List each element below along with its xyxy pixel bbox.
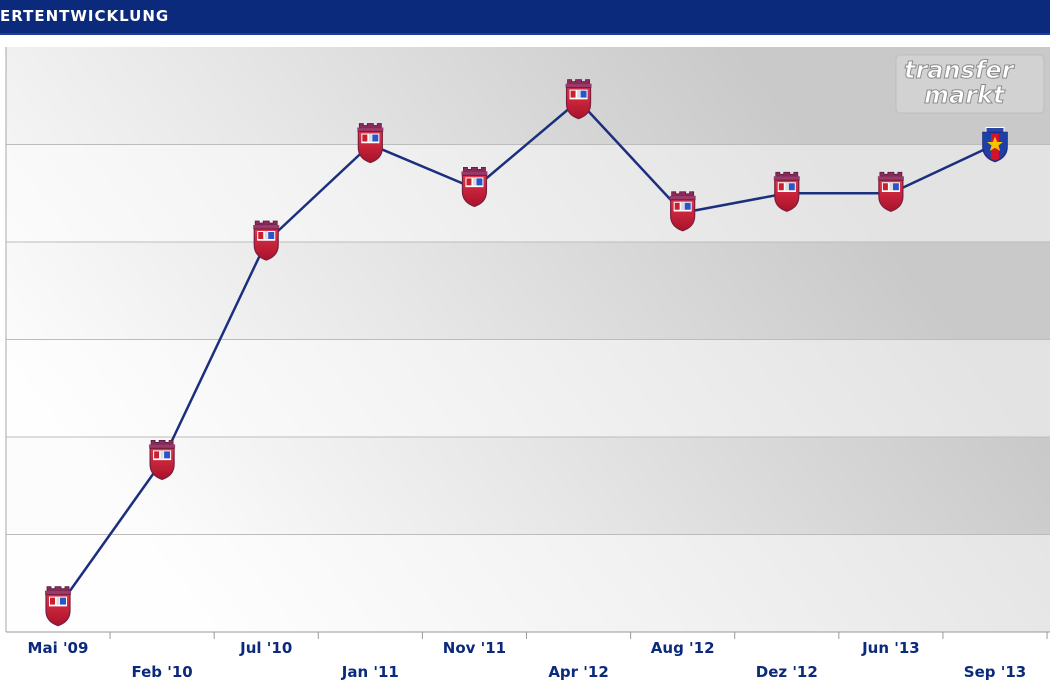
x-tick-label: Dez '12 (756, 663, 818, 681)
x-tick-label: Aug '12 (651, 639, 715, 657)
club-crest-icon[interactable] (357, 123, 384, 164)
club-crest-icon[interactable] (149, 439, 176, 481)
x-tick-label: Mai '09 (28, 639, 89, 657)
logo-text-line1: transfer (904, 56, 1016, 84)
section-title: ERTENTWICKLUNG (0, 7, 170, 25)
section-header: ERTENTWICKLUNG (0, 0, 1050, 35)
club-crest-icon[interactable] (253, 220, 280, 261)
transfermarkt-logo: transfer markt (895, 54, 1045, 114)
x-tick-label: Feb '10 (131, 663, 192, 681)
x-tick-label: Jan '11 (341, 663, 399, 681)
club-crest-icon[interactable] (669, 191, 696, 232)
market-value-chart: transfer markt Mai '09 Feb '10 Jul '10 Jan … (5, 47, 1050, 681)
data-markers (45, 79, 1008, 627)
x-tick-labels: Mai '09 Feb '10 Jul '10 Jan '11 Nov '11 Apr '… (28, 639, 1027, 681)
club-crest-icon[interactable] (45, 586, 71, 627)
x-axis (6, 631, 1050, 639)
steaua-crest-icon[interactable] (982, 127, 1008, 163)
series-line (56, 99, 996, 609)
x-tick-label: Jul '10 (239, 639, 292, 657)
x-tick-label: Sep '13 (964, 663, 1026, 681)
x-tick-label: Jun '13 (861, 639, 920, 657)
club-crest-icon[interactable] (773, 171, 800, 212)
gridlines (5, 47, 1050, 632)
club-crest-icon[interactable] (461, 166, 488, 208)
club-crest-icon[interactable] (877, 171, 904, 212)
logo-text-line2: markt (924, 81, 1006, 109)
x-tick-label: Nov '11 (443, 639, 506, 657)
club-crest-icon[interactable] (565, 79, 592, 120)
x-tick-label: Apr '12 (548, 663, 608, 681)
series-polyline (56, 99, 996, 609)
